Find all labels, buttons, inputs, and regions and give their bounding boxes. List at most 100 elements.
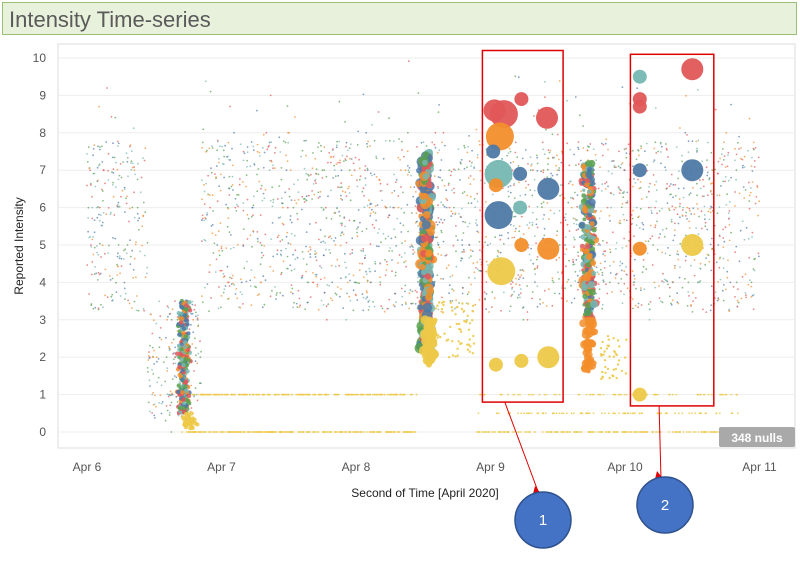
data-point (708, 177, 711, 179)
data-point (274, 146, 277, 149)
data-point (577, 141, 580, 144)
data-point (442, 204, 444, 206)
data-point (735, 178, 737, 181)
data-point (678, 198, 681, 200)
data-point (342, 307, 345, 309)
data-point (463, 191, 466, 193)
data-point (559, 184, 562, 187)
data-point (222, 273, 225, 275)
data-point (252, 431, 255, 433)
data-point (325, 217, 328, 220)
data-point (110, 211, 112, 214)
data-point (726, 270, 729, 273)
x-axis-ticks: Apr 6 Apr 7 Apr 8 Apr 9 Apr 10 Apr 11 (73, 460, 777, 474)
data-point (180, 377, 185, 382)
nulls-badge-label[interactable]: 348 nulls (731, 431, 783, 445)
data-point (584, 345, 593, 354)
data-point (498, 431, 500, 433)
data-point (468, 244, 471, 246)
data-point (655, 180, 658, 183)
data-point (400, 256, 403, 258)
data-point (204, 286, 206, 289)
data-point (190, 431, 192, 433)
data-point (589, 221, 595, 227)
nulls-badge[interactable]: 348 nulls (719, 427, 795, 447)
data-point (721, 148, 724, 150)
data-point (120, 195, 122, 198)
data-point (414, 289, 417, 292)
data-point (640, 289, 642, 292)
data-point (236, 243, 239, 246)
data-point (667, 283, 669, 286)
data-point (598, 297, 600, 300)
data-point (113, 214, 116, 216)
data-point (722, 246, 725, 249)
data-point (540, 170, 542, 173)
data-point (440, 229, 443, 232)
data-point (466, 166, 468, 169)
data-point (647, 240, 650, 243)
data-point (601, 412, 603, 415)
data-point (442, 303, 445, 307)
data-point (227, 141, 230, 144)
data-point (433, 320, 436, 324)
data-point (482, 431, 485, 433)
data-point (274, 167, 276, 170)
data-point (651, 212, 653, 214)
data-point (87, 230, 89, 233)
data-point (653, 393, 656, 396)
data-point (352, 393, 355, 396)
data-point (601, 303, 604, 306)
data-point (252, 214, 254, 217)
data-point (594, 153, 597, 156)
data-point (618, 412, 620, 415)
data-point (722, 257, 725, 260)
nulls-badge-bg[interactable] (719, 427, 795, 447)
data-point (638, 154, 640, 157)
data-point (575, 164, 577, 167)
data-point (599, 346, 603, 350)
data-point (175, 376, 178, 379)
data-point (86, 153, 88, 155)
data-point (599, 244, 601, 246)
data-point (335, 146, 338, 149)
data-point (445, 197, 447, 200)
data-point (109, 279, 112, 281)
data-point (641, 222, 644, 224)
data-point (311, 190, 313, 192)
data-point (649, 224, 652, 227)
data-point (209, 431, 212, 433)
data-point (612, 260, 615, 263)
data-point (263, 197, 266, 200)
data-point (484, 241, 486, 244)
data-point (623, 431, 625, 433)
data-point (327, 303, 330, 306)
data-point (253, 276, 256, 279)
data-point (373, 305, 376, 308)
data-point (251, 206, 254, 209)
data-point (545, 431, 548, 433)
data-point (696, 393, 699, 396)
data-point (181, 397, 186, 402)
data-point (485, 201, 487, 203)
data-point (114, 186, 117, 188)
data-point (551, 279, 554, 282)
data-point (436, 336, 439, 339)
data-point (736, 305, 739, 308)
data-point (545, 305, 548, 307)
data-point (209, 264, 211, 266)
data-point (130, 162, 132, 164)
data-point (94, 266, 96, 268)
data-point (652, 174, 655, 176)
data-point (345, 431, 348, 433)
data-point (743, 197, 746, 199)
data-point (193, 393, 196, 396)
data-point (185, 431, 188, 433)
data-point (399, 393, 402, 396)
data-point (526, 224, 529, 226)
data-point (497, 251, 500, 254)
data-point (218, 157, 220, 160)
data-point (674, 229, 676, 232)
data-point (568, 431, 571, 433)
data-point (155, 405, 157, 408)
